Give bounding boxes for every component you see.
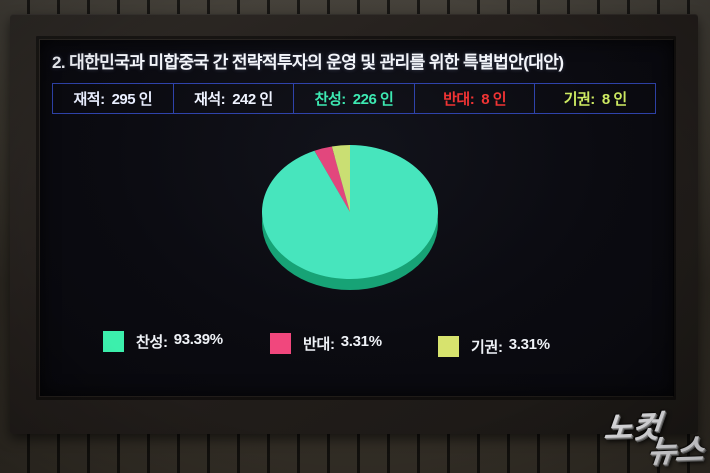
vote-pie-chart <box>261 145 438 290</box>
vote-result-screen: 2. 대한민국과 미합중국 간 전략적투자의 운영 및 관리를 위한 특별법안(… <box>40 40 674 396</box>
stat-value: 295 인 <box>111 91 153 108</box>
legend-swatch-yes <box>103 331 124 352</box>
legend-value: 3.31% <box>340 333 382 350</box>
legend-item-yes: 찬성: 93.39% <box>103 331 223 352</box>
stat-label: 반대: <box>443 91 475 108</box>
legend-label: 찬성: <box>136 334 168 351</box>
legend-item-no: 반대: 3.31% <box>270 333 382 354</box>
legend-item-abstain: 기권: 3.31% <box>438 336 550 357</box>
legend-label: 기권: <box>471 339 503 356</box>
legend-swatch-no <box>270 333 291 354</box>
stat-abstain: 기권: 8 인 <box>535 83 656 114</box>
stat-enrolled: 재적: 295 인 <box>52 83 174 114</box>
pie-legend: 찬성: 93.39% 반대: 3.31% 기권: 3.31% <box>40 329 674 357</box>
pie-slice-no <box>314 146 350 212</box>
bill-title: 2. 대한민국과 미합중국 간 전략적투자의 운영 및 관리를 위한 특별법안(… <box>52 53 564 72</box>
pie-slice-abstain <box>331 145 350 212</box>
stat-present: 재석: 242 인 <box>173 83 295 114</box>
vote-stats-row: 재적: 295 인 재석: 242 인 찬성: 226 인 반대: 8 인 기권… <box>52 83 656 114</box>
display-board-bezel: 2. 대한민국과 미합중국 간 전략적투자의 운영 및 관리를 위한 특별법안(… <box>10 14 698 434</box>
nocut-news-watermark-logo: 노컷 뉴스 <box>543 409 709 469</box>
stat-value: 8 인 <box>481 91 507 108</box>
legend-value: 93.39% <box>173 331 223 348</box>
stat-no: 반대: 8 인 <box>414 83 536 114</box>
legend-value: 3.31% <box>508 336 550 353</box>
stat-value: 226 인 <box>352 91 394 108</box>
stat-label: 찬성: <box>314 91 347 108</box>
legend-label: 반대: <box>303 336 335 353</box>
stat-value: 8 인 <box>601 91 627 108</box>
stat-yes: 찬성: 226 인 <box>294 83 415 114</box>
pie-slice-yes <box>261 145 438 279</box>
stat-label: 기권: <box>563 91 596 108</box>
stat-label: 재석: <box>194 91 226 108</box>
stat-value: 242 인 <box>232 91 273 108</box>
stat-label: 재적: <box>73 91 105 108</box>
legend-swatch-abstain <box>438 336 459 357</box>
